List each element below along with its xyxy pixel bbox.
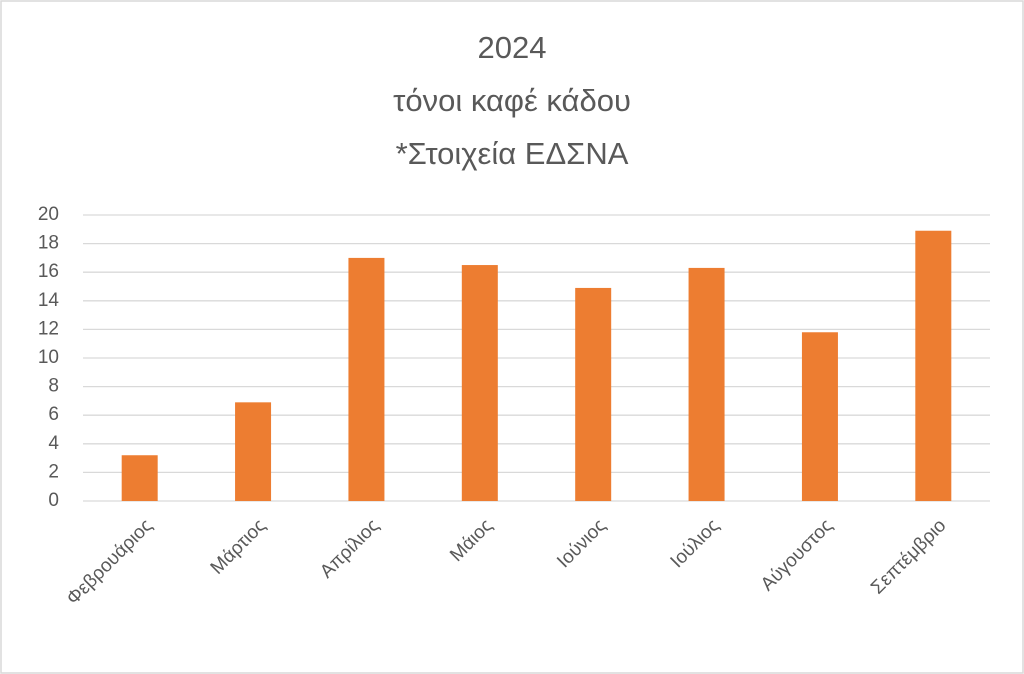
y-tick-label: 14 <box>38 290 60 311</box>
chart-title: 2024 <box>478 30 547 65</box>
y-tick-label: 12 <box>38 318 59 339</box>
y-tick-label: 20 <box>38 204 59 225</box>
y-tick-label: 18 <box>38 233 59 254</box>
bar <box>461 265 498 501</box>
bar <box>801 332 838 501</box>
y-tick-label: 4 <box>48 433 59 454</box>
bar <box>235 402 272 501</box>
y-tick-label: 8 <box>48 376 59 397</box>
chart-title: τόνοι καφέ κάδου <box>393 83 631 118</box>
y-tick-label: 0 <box>48 490 59 511</box>
bar <box>348 257 385 501</box>
y-tick-label: 6 <box>48 404 59 425</box>
bar <box>575 287 612 501</box>
bar <box>121 455 158 501</box>
bar <box>688 267 725 501</box>
bar <box>915 230 952 502</box>
y-tick-label: 10 <box>38 347 59 368</box>
chart-title: *Στοιχεία ΕΔΣΝΑ <box>396 136 629 171</box>
y-tick-label: 2 <box>48 461 59 482</box>
y-tick-label: 16 <box>38 261 59 282</box>
